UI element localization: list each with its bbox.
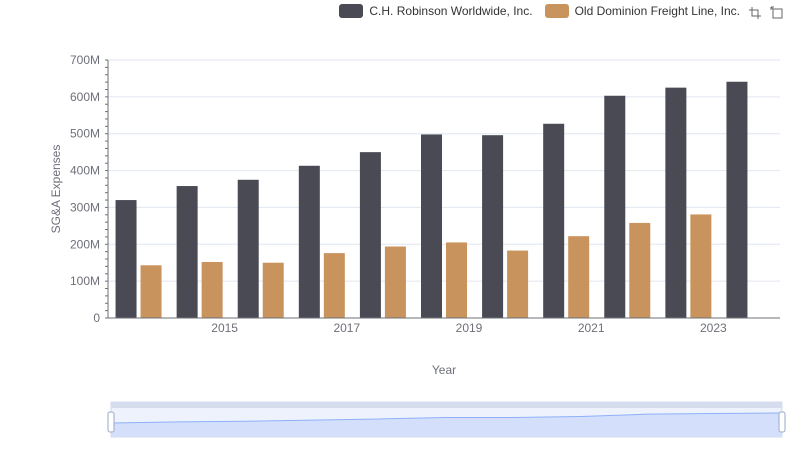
- y-tick-label: 100M: [70, 274, 100, 288]
- zoom-selection-bar[interactable]: [111, 402, 782, 408]
- y-axis: 0 100M 200M 300M 400M 500M 600M 700M: [70, 53, 109, 325]
- bar-series-b[interactable]: [201, 261, 223, 318]
- legend-item-series-b[interactable]: Old Dominion Freight Line, Inc.: [544, 4, 740, 18]
- zoom-preview-line: [110, 412, 783, 424]
- bar-series-b[interactable]: [262, 262, 284, 318]
- x-axis-title: Year: [432, 363, 456, 377]
- legend-label-series-a: C.H. Robinson Worldwide, Inc.: [369, 4, 533, 18]
- x-tick-label: 2015: [211, 321, 238, 335]
- bar-series-a[interactable]: [543, 123, 565, 319]
- legend-swatch-series-a: [339, 4, 364, 18]
- bar-series-a[interactable]: [359, 152, 381, 318]
- bar-series-a[interactable]: [482, 135, 504, 318]
- zoom-preview-area: [111, 413, 782, 437]
- bar-series-b[interactable]: [690, 214, 712, 318]
- x-tick-label: 2019: [456, 321, 483, 335]
- y-axis-title: SG&A Expenses: [49, 145, 63, 234]
- chart-toolbar: [748, 6, 784, 20]
- legend-swatch-series-b: [544, 4, 569, 18]
- bar-series-a[interactable]: [604, 95, 626, 318]
- bars-group: [115, 81, 748, 319]
- bar-series-a[interactable]: [298, 165, 320, 318]
- bar-series-b[interactable]: [507, 250, 529, 318]
- bar-series-b[interactable]: [384, 246, 406, 318]
- bar-series-b[interactable]: [629, 222, 651, 318]
- data-zoom-slider[interactable]: [107, 401, 786, 438]
- bar-series-b[interactable]: [140, 265, 162, 318]
- restore-icon[interactable]: [770, 6, 784, 20]
- zoom-handle-right[interactable]: [778, 411, 786, 433]
- bar-series-b[interactable]: [323, 253, 345, 318]
- y-tick-label: 300M: [70, 200, 100, 214]
- bar-series-a[interactable]: [665, 87, 687, 319]
- zoom-handle-left[interactable]: [107, 411, 115, 433]
- y-tick-label: 200M: [70, 237, 100, 251]
- legend-label-series-b: Old Dominion Freight Line, Inc.: [574, 4, 740, 18]
- x-tick-label: 2021: [578, 321, 605, 335]
- bar-series-a[interactable]: [176, 186, 198, 318]
- x-tick-label: 2017: [333, 321, 360, 335]
- legend-item-series-a[interactable]: C.H. Robinson Worldwide, Inc.: [339, 4, 533, 18]
- bar-series-a[interactable]: [237, 179, 259, 318]
- bar-series-a[interactable]: [115, 200, 137, 318]
- bar-series-b[interactable]: [446, 242, 467, 318]
- y-tick-label: 600M: [70, 90, 100, 104]
- y-tick-label: 500M: [70, 127, 100, 141]
- y-tick-label: 0: [93, 311, 100, 325]
- bar-series-a[interactable]: [726, 81, 748, 318]
- x-axis: 2015 2017 2019 2021 2023: [108, 317, 780, 335]
- y-tick-label: 700M: [70, 53, 100, 67]
- x-tick-label: 2023: [700, 321, 727, 335]
- zoom-icon[interactable]: [748, 6, 762, 20]
- bar-series-b[interactable]: [568, 236, 590, 318]
- bar-series-a[interactable]: [421, 134, 442, 318]
- y-tick-label: 400M: [70, 164, 100, 178]
- chart-legend: C.H. Robinson Worldwide, Inc. Old Domini…: [339, 4, 740, 18]
